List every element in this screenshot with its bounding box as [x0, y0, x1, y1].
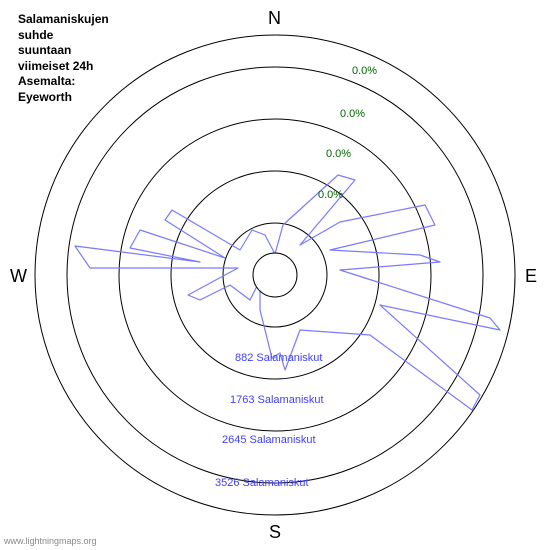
title-line: suuntaan [18, 43, 71, 57]
ring-label-count: 1763 Salamaniskut [230, 394, 324, 406]
cardinal-e: E [525, 266, 537, 287]
ring-label-percent: 0.0% [318, 189, 343, 201]
footer-credit: www.lightningmaps.org [4, 536, 97, 546]
title-line: Salamaniskujen [18, 12, 109, 26]
ring-label-percent: 0.0% [340, 108, 365, 120]
ring-label-percent: 0.0% [352, 65, 377, 77]
cardinal-w: W [10, 266, 27, 287]
title-line: Eyeworth [18, 90, 72, 104]
chart-title: Salamaniskujen suhde suuntaan viimeiset … [18, 12, 109, 106]
ring-label-count: 882 Salamaniskut [235, 352, 322, 364]
title-line: suhde [18, 28, 53, 42]
cardinal-s: S [269, 522, 281, 543]
ring-label-percent: 0.0% [326, 148, 351, 160]
ring-label-count: 2645 Salamaniskut [222, 434, 316, 446]
title-line: Asemalta: [18, 74, 75, 88]
ring-label-count: 3526 Salamaniskut [215, 477, 309, 489]
cardinal-n: N [268, 8, 281, 29]
title-line: viimeiset 24h [18, 59, 93, 73]
